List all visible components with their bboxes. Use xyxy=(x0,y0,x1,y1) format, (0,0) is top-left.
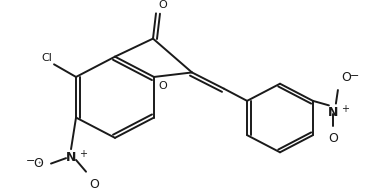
Text: N: N xyxy=(328,106,338,119)
Text: Cl: Cl xyxy=(41,53,52,63)
Text: O: O xyxy=(158,81,167,91)
Text: N: N xyxy=(66,151,76,164)
Text: O: O xyxy=(33,157,43,170)
Text: ⁺: ⁺ xyxy=(37,162,41,168)
Text: −: − xyxy=(350,71,359,81)
Text: +: + xyxy=(341,104,349,114)
Text: O: O xyxy=(341,71,351,84)
Text: −: − xyxy=(26,156,35,166)
Text: O: O xyxy=(158,0,167,10)
Text: O: O xyxy=(89,178,99,191)
Text: O: O xyxy=(328,132,338,146)
Text: +: + xyxy=(79,149,87,159)
